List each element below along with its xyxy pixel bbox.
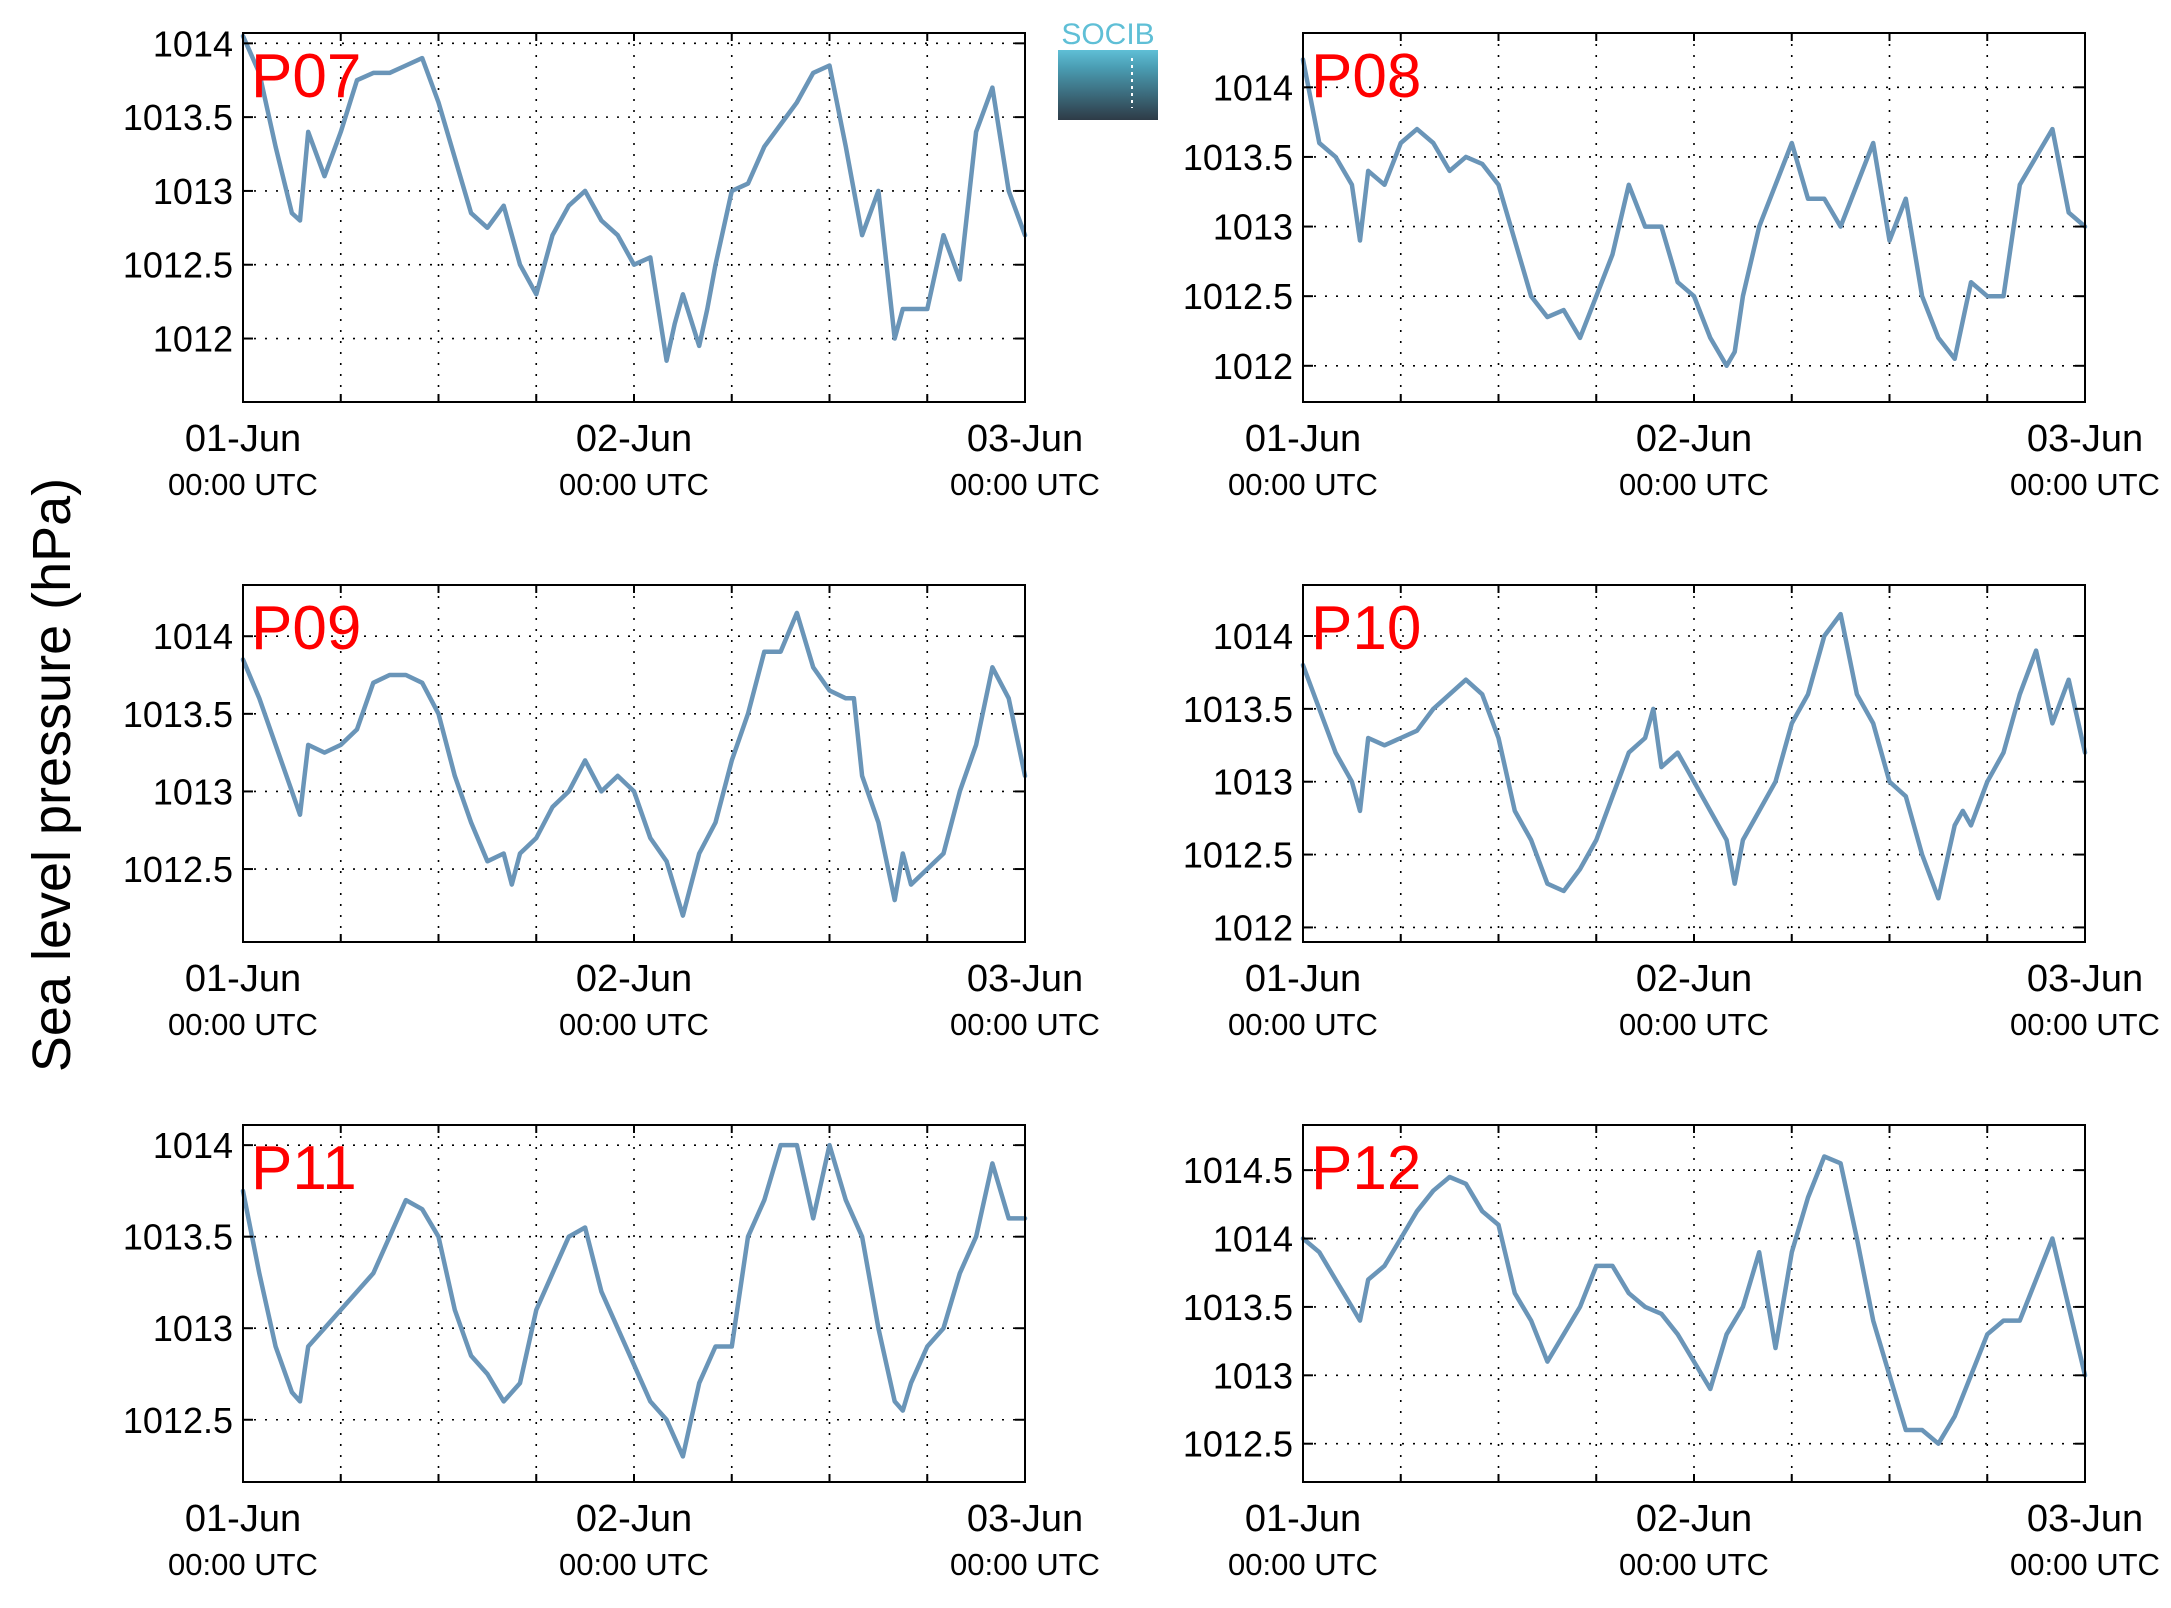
x-tick-sublabel: 00:00 UTC bbox=[1619, 467, 1769, 502]
y-tick-label: 1014 bbox=[153, 23, 233, 64]
x-tick-label: 02-Jun bbox=[1636, 1498, 1752, 1540]
x-tick-label: 03-Jun bbox=[967, 418, 1083, 460]
y-tick-label: 1014 bbox=[1213, 1219, 1293, 1260]
panel-label-p07: P07 bbox=[251, 42, 361, 111]
y-tick-label: 1013 bbox=[153, 1308, 233, 1349]
plot-area-p11 bbox=[243, 1125, 1025, 1482]
panel-p07: 1012 1012.5 1013 1013.5 1014 01-Jun 00:00 UTC 0… bbox=[123, 23, 1100, 502]
y-tick-label: 1014 bbox=[153, 616, 233, 657]
x-tick-label: 01-Jun bbox=[1245, 1498, 1361, 1540]
x-tick-sublabel: 00:00 UTC bbox=[168, 1547, 318, 1582]
x-tick-sublabel: 00:00 UTC bbox=[950, 467, 1100, 502]
socib-logo-text: SOCIB bbox=[1061, 18, 1154, 51]
x-tick-sublabel: 00:00 UTC bbox=[2010, 1547, 2160, 1582]
y-tick-label: 1013.5 bbox=[1183, 689, 1293, 730]
x-tick-label: 01-Jun bbox=[1245, 958, 1361, 1000]
y-tick-label: 1013 bbox=[1213, 762, 1293, 803]
x-tick-label: 03-Jun bbox=[967, 1498, 1083, 1540]
panel-p09: 1012.5 1013 1013.5 1014 01-Jun 00:00 UTC 02-Ju… bbox=[123, 584, 1100, 1042]
y-axis-label: Sea level pressure (hPa) bbox=[22, 478, 82, 1072]
y-tick-label: 1012.5 bbox=[1183, 1424, 1293, 1465]
series-line-p11 bbox=[240, 1142, 1028, 1459]
x-tick-label: 01-Jun bbox=[185, 418, 301, 460]
x-tick-sublabel: 00:00 UTC bbox=[1228, 467, 1378, 502]
series-line-p10 bbox=[1300, 611, 2088, 901]
series-line-p12 bbox=[1300, 1154, 2088, 1446]
x-tick-sublabel: 00:00 UTC bbox=[1228, 1547, 1378, 1582]
y-tick-label: 1012.5 bbox=[123, 245, 233, 286]
x-tick-label: 02-Jun bbox=[1636, 958, 1752, 1000]
y-tick-label: 1013 bbox=[153, 171, 233, 212]
y-tick-label: 1013.5 bbox=[123, 1217, 233, 1258]
y-tick-label: 1014 bbox=[1213, 67, 1293, 108]
socib-logo-block bbox=[1058, 50, 1158, 120]
y-tick-label: 1013 bbox=[153, 771, 233, 812]
x-tick-sublabel: 00:00 UTC bbox=[168, 1007, 318, 1042]
x-tick-sublabel: 00:00 UTC bbox=[168, 467, 318, 502]
y-tick-label: 1014 bbox=[1213, 616, 1293, 657]
x-tick-label: 02-Jun bbox=[576, 1498, 692, 1540]
panels: 1012 1012.5 1013 1013.5 1014 01-Jun 00:00 UTC 0… bbox=[123, 23, 2160, 1582]
y-tick-label: 1012 bbox=[1213, 907, 1293, 948]
panel-label-p08: P08 bbox=[1311, 42, 1421, 111]
panel-label-p11: P11 bbox=[251, 1134, 357, 1203]
y-tick-label: 1013 bbox=[1213, 1355, 1293, 1396]
panel-p10: 1012 1012.5 1013 1013.5 1014 01-Jun 00:00 UTC 0… bbox=[1183, 584, 2160, 1042]
panel-p08: 1012 1012.5 1013 1013.5 1014 01-Jun 00:00 UTC 0… bbox=[1183, 32, 2160, 502]
x-tick-sublabel: 00:00 UTC bbox=[2010, 467, 2160, 502]
x-tick-sublabel: 00:00 UTC bbox=[1228, 1007, 1378, 1042]
series-line-p09 bbox=[240, 610, 1028, 918]
series-line-p07 bbox=[240, 33, 1028, 363]
x-tick-label: 02-Jun bbox=[1636, 418, 1752, 460]
y-tick-label: 1012.5 bbox=[123, 849, 233, 890]
x-tick-label: 02-Jun bbox=[576, 958, 692, 1000]
series-line-p08 bbox=[1300, 57, 2088, 369]
y-tick-label: 1013.5 bbox=[123, 97, 233, 138]
y-tick-label: 1012.5 bbox=[123, 1400, 233, 1441]
y-tick-label: 1014 bbox=[153, 1125, 233, 1166]
x-tick-sublabel: 00:00 UTC bbox=[559, 467, 709, 502]
y-tick-label: 1012.5 bbox=[1183, 276, 1293, 317]
x-tick-sublabel: 00:00 UTC bbox=[1619, 1007, 1769, 1042]
x-tick-sublabel: 00:00 UTC bbox=[950, 1007, 1100, 1042]
panel-p12: 1012.5 1013 1013.5 1014 1014.5 01-Jun 00:00 UT… bbox=[1183, 1124, 2160, 1582]
x-tick-sublabel: 00:00 UTC bbox=[950, 1547, 1100, 1582]
x-tick-label: 03-Jun bbox=[2027, 418, 2143, 460]
panel-label-p12: P12 bbox=[1311, 1134, 1421, 1203]
plot-area-p08 bbox=[1303, 33, 2085, 402]
y-tick-label: 1012 bbox=[153, 319, 233, 360]
x-tick-sublabel: 00:00 UTC bbox=[559, 1547, 709, 1582]
panel-label-p09: P09 bbox=[251, 594, 361, 663]
x-tick-sublabel: 00:00 UTC bbox=[559, 1007, 709, 1042]
panel-label-p10: P10 bbox=[1311, 594, 1421, 663]
y-tick-label: 1012.5 bbox=[1183, 835, 1293, 876]
x-tick-label: 02-Jun bbox=[576, 418, 692, 460]
x-tick-label: 03-Jun bbox=[2027, 958, 2143, 1000]
x-tick-label: 03-Jun bbox=[2027, 1498, 2143, 1540]
y-tick-label: 1013.5 bbox=[1183, 137, 1293, 178]
y-tick-label: 1014.5 bbox=[1183, 1150, 1293, 1191]
x-tick-sublabel: 00:00 UTC bbox=[1619, 1547, 1769, 1582]
x-tick-label: 01-Jun bbox=[1245, 418, 1361, 460]
y-tick-label: 1013.5 bbox=[123, 694, 233, 735]
y-tick-label: 1013.5 bbox=[1183, 1287, 1293, 1328]
x-tick-label: 01-Jun bbox=[185, 1498, 301, 1540]
y-tick-label: 1012 bbox=[1213, 346, 1293, 387]
y-tick-label: 1013 bbox=[1213, 207, 1293, 248]
panel-p11: 1012.5 1013 1013.5 1014 01-Jun 00:00 UTC 02-Ju… bbox=[123, 1124, 1100, 1582]
socib-logo: SOCIB bbox=[1058, 18, 1158, 120]
x-tick-sublabel: 00:00 UTC bbox=[2010, 1007, 2160, 1042]
x-tick-label: 01-Jun bbox=[185, 958, 301, 1000]
x-tick-label: 03-Jun bbox=[967, 958, 1083, 1000]
